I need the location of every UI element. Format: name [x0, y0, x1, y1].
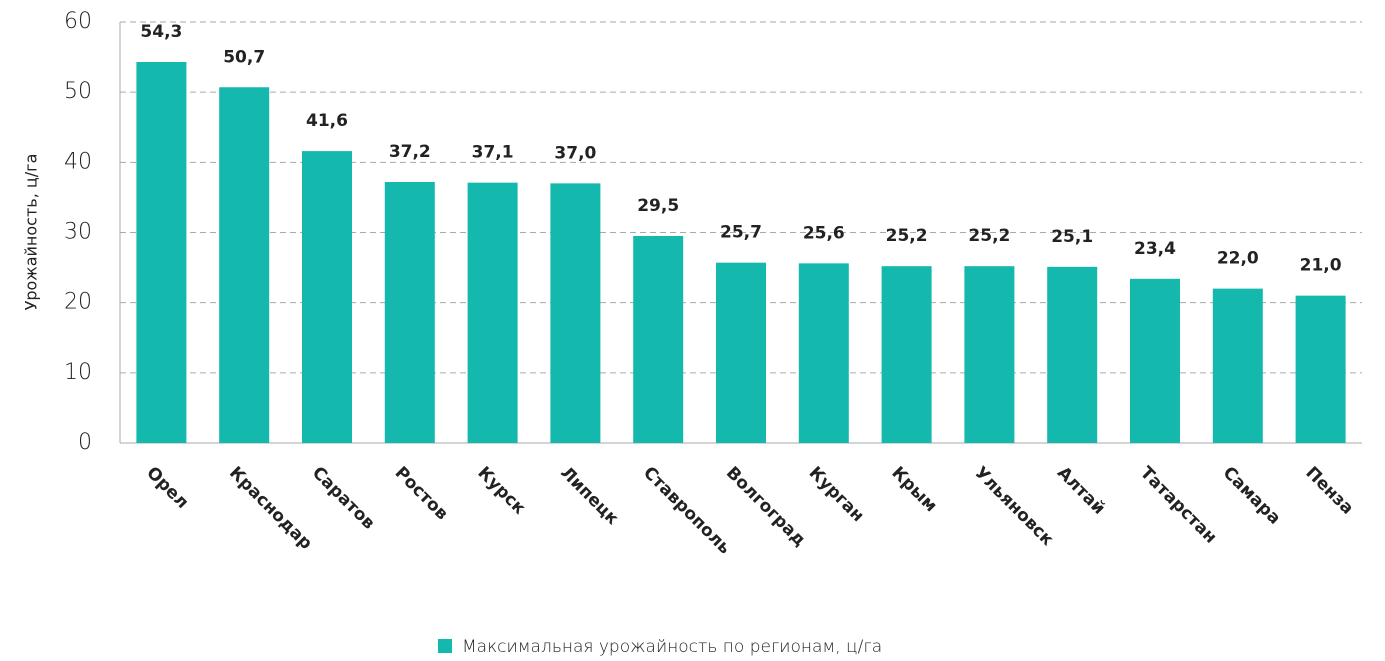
y-tick-label: 60 [64, 9, 92, 34]
data-label: 25,1 [1051, 227, 1093, 247]
x-tick-label: Ставрополь [639, 463, 734, 558]
x-tick-label: Курган [805, 463, 868, 526]
legend-label: Максимальная урожайность по регионам, ц/… [462, 637, 882, 657]
x-tick-label: Пенза [1302, 463, 1358, 519]
x-tick-label: Саратов [308, 463, 379, 534]
legend-swatch [438, 639, 452, 653]
x-tick-label: Татарстан [1136, 463, 1221, 548]
y-tick-label: 30 [64, 220, 92, 245]
bar [716, 262, 766, 443]
x-tick-label: Орел [142, 463, 192, 513]
data-label: 25,7 [720, 223, 762, 243]
y-tick-label: 40 [64, 149, 92, 174]
x-tick-label: Ульяновск [970, 463, 1057, 550]
data-label: 50,7 [223, 47, 265, 67]
bar [550, 183, 601, 443]
x-tick-label: Липецк [556, 463, 622, 529]
bar [136, 61, 187, 444]
data-label: 25,6 [803, 223, 845, 243]
bar [798, 263, 849, 443]
bar [633, 236, 684, 443]
data-label: 37,1 [472, 143, 514, 163]
x-tick-label: Алтай [1053, 463, 1109, 519]
x-tick-label: Самара [1219, 463, 1285, 529]
x-tick-label: Курск [474, 463, 530, 519]
data-label: 23,4 [1134, 239, 1176, 259]
data-label: 22,0 [1217, 249, 1259, 269]
bar [964, 266, 1015, 443]
data-label: 25,2 [968, 226, 1010, 246]
data-label: 54,3 [140, 22, 182, 42]
bar [384, 181, 435, 444]
bar [1212, 288, 1263, 443]
y-tick-label: 0 [78, 430, 92, 455]
x-tick-label: Волгоград [722, 463, 810, 551]
data-label: 41,6 [306, 111, 348, 131]
data-label: 37,2 [389, 142, 431, 162]
data-label: 29,5 [637, 196, 679, 216]
data-label: 37,0 [554, 143, 596, 163]
bar [1047, 266, 1098, 443]
data-label: 25,2 [886, 226, 928, 246]
x-tick-label: Крым [888, 463, 941, 516]
data-label: 21,0 [1300, 256, 1342, 276]
bar [219, 87, 270, 443]
y-tick-label: 10 [64, 360, 92, 385]
bar [881, 266, 932, 443]
bar [302, 151, 352, 443]
bar [1130, 278, 1180, 443]
y-axis-title: Урожайность, ц/га [22, 154, 41, 311]
bar [467, 182, 518, 443]
y-tick-label: 50 [64, 79, 92, 104]
y-tick-label: 20 [64, 290, 92, 315]
x-tick-label: Краснодар [225, 463, 316, 554]
bar [1295, 295, 1346, 443]
x-tick-label: Ростов [391, 463, 452, 524]
